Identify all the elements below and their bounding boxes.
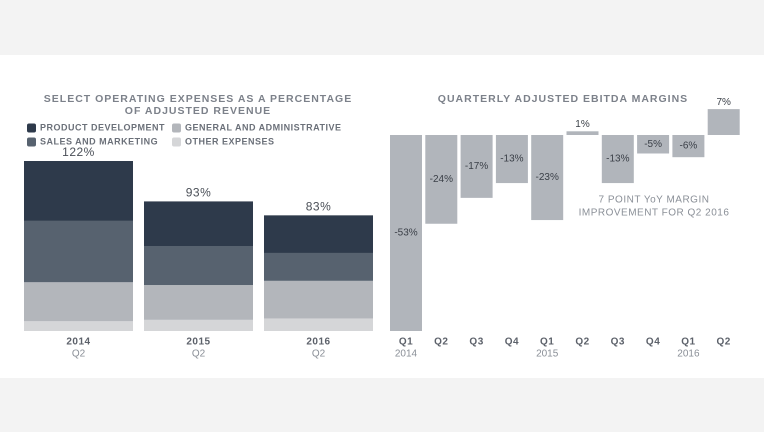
chart-title: QUARTERLY ADJUSTED EBITDA MARGINS (438, 93, 688, 105)
x-tick-sublabel: 2014 (395, 349, 418, 360)
x-tick-label: Q1 (681, 337, 695, 348)
bar-segment (264, 318, 373, 331)
legend-swatch (27, 137, 36, 147)
legend-swatch (172, 123, 181, 133)
value-label: -53% (394, 228, 417, 239)
x-tick-label: 2016 (306, 337, 330, 348)
bar-segment (24, 161, 133, 221)
bar (637, 135, 670, 154)
bar (566, 131, 599, 135)
bar-segment (24, 220, 133, 283)
value-label: -13% (606, 154, 629, 165)
bar (460, 135, 493, 198)
x-tick-label: 2015 (186, 337, 210, 348)
x-tick-label: Q4 (505, 337, 519, 348)
value-label: 1% (575, 119, 590, 130)
bar (390, 135, 422, 331)
legend-label: PRODUCT DEVELOPMENT (40, 122, 165, 132)
value-label: -6% (680, 141, 698, 152)
bar-segment (264, 280, 373, 319)
x-tick-sublabel: 2016 (677, 349, 700, 360)
bar (425, 135, 458, 224)
chart-title: SELECT OPERATING EXPENSES AS A PERCENTAG… (44, 93, 352, 105)
total-label: 93% (186, 186, 212, 200)
total-label: 83% (306, 200, 332, 214)
x-tick-label: Q1 (540, 337, 554, 348)
bar-segment (24, 282, 133, 322)
x-tick-label: Q3 (469, 337, 483, 348)
x-tick-sublabel: Q2 (72, 349, 86, 360)
bar (495, 135, 528, 184)
x-tick-label: Q4 (646, 337, 660, 348)
chart-title: OF ADJUSTED REVENUE (125, 105, 271, 117)
legend-label: GENERAL AND ADMINISTRATIVE (185, 122, 342, 132)
bar (707, 109, 740, 135)
value-label: -17% (465, 161, 488, 172)
bar-segment (264, 215, 373, 253)
x-tick-label: Q2 (575, 337, 589, 348)
annotation: 7 POINT YoY MARGIN (599, 195, 710, 206)
bar-segment (144, 201, 253, 246)
value-label: -5% (644, 139, 662, 150)
x-tick-label: 2014 (66, 337, 90, 348)
bar (601, 135, 634, 184)
x-tick-label: Q2 (434, 337, 448, 348)
bar (531, 135, 564, 221)
legend-label: SALES AND MARKETING (40, 136, 158, 146)
x-tick-label: Q3 (611, 337, 625, 348)
legend-swatch (27, 123, 36, 133)
x-tick-label: Q2 (717, 337, 731, 348)
x-tick-sublabel: Q2 (192, 349, 206, 360)
bar-segment (144, 285, 253, 320)
bar-segment (144, 319, 253, 331)
annotation: IMPROVEMENT FOR Q2 2016 (579, 208, 730, 219)
value-label: -13% (500, 154, 523, 165)
bar-segment (264, 252, 373, 281)
bar-segment (24, 321, 133, 331)
legend-label: OTHER EXPENSES (185, 136, 275, 146)
bar (672, 135, 705, 158)
value-label: -23% (536, 172, 559, 183)
bar-segment (144, 246, 253, 286)
x-tick-sublabel: 2015 (536, 349, 559, 360)
value-label: 7% (716, 97, 731, 108)
legend-swatch (172, 137, 181, 147)
x-tick-label: Q1 (399, 337, 413, 348)
total-label: 122% (62, 145, 95, 159)
x-tick-sublabel: Q2 (312, 349, 326, 360)
value-label: -24% (430, 174, 453, 185)
